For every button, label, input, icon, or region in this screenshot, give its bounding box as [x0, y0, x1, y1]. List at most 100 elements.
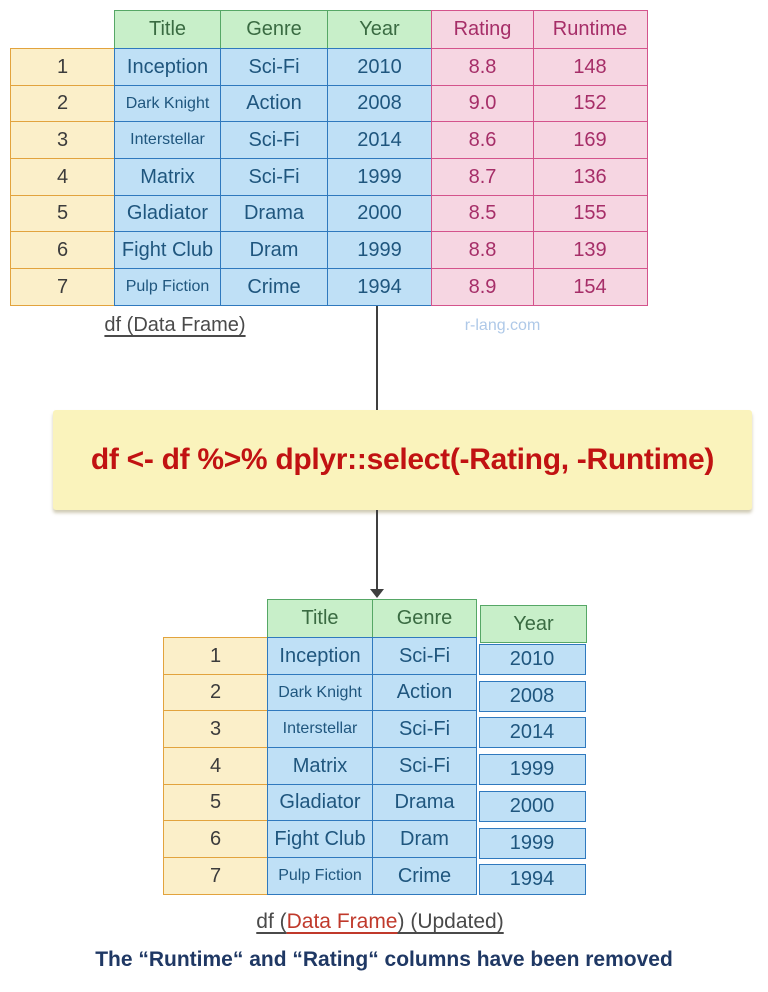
runtime-cell: 136	[532, 158, 648, 197]
genre-cell: Sci-Fi	[372, 637, 477, 676]
header-row: Title Genre	[163, 599, 477, 639]
year-cell: 2008	[478, 680, 586, 712]
title-cell: Dark Knight	[266, 673, 374, 712]
rating-cell: 8.7	[431, 158, 534, 197]
row-number-cell: 6	[163, 820, 268, 859]
genre-cell: Crime	[372, 857, 477, 896]
year-cell: 1994	[326, 268, 433, 307]
row-number-cell: 7	[10, 268, 115, 307]
arrow-line-top	[376, 306, 378, 410]
title-cell: Pulp Fiction	[266, 857, 374, 896]
table-row: 7 Pulp Fiction Crime 1994 8.9 154	[10, 268, 648, 307]
rating-cell: 8.8	[431, 48, 534, 87]
runtime-cell: 155	[532, 194, 648, 233]
table-after-caption-prefix: df (	[256, 910, 287, 933]
title-cell: Pulp Fiction	[113, 268, 222, 307]
table-row: 6 Fight Club Dram 1999 8.8 139	[10, 231, 648, 270]
row-number-cell: 4	[163, 747, 268, 786]
index-header-spacer	[163, 599, 268, 639]
genre-cell: Drama	[220, 194, 328, 233]
title-cell: Inception	[113, 48, 222, 87]
title-cell: Interstellar	[113, 121, 222, 160]
table-row: 1 Inception Sci-Fi 2010 8.8 148	[10, 48, 648, 87]
code-text: df <- df %>% dplyr::select(-Rating, -Run…	[90, 443, 715, 476]
year-cell: 2014	[478, 717, 586, 749]
column-header-year: Year	[326, 10, 433, 50]
table-row: 3 Interstellar Sci-Fi 2014 8.6 169	[10, 121, 648, 160]
title-cell: Fight Club	[266, 820, 374, 859]
column-header-year: Year	[480, 605, 587, 643]
genre-cell: Action	[372, 673, 477, 712]
rating-cell: 8.5	[431, 194, 534, 233]
genre-cell: Dram	[220, 231, 328, 270]
runtime-cell: 139	[532, 231, 648, 270]
title-cell: Gladiator	[266, 783, 374, 822]
year-cell: 1999	[326, 158, 433, 197]
title-cell: Interstellar	[266, 710, 374, 749]
genre-cell: Sci-Fi	[220, 48, 328, 87]
year-cell: 2000	[478, 790, 586, 822]
index-header-spacer	[10, 10, 115, 50]
column-header-title: Title	[113, 10, 222, 50]
rating-cell: 8.8	[431, 231, 534, 270]
arrowhead-icon	[370, 589, 384, 598]
genre-cell: Sci-Fi	[372, 710, 477, 749]
rating-cell: 8.6	[431, 121, 534, 160]
row-number-cell: 2	[10, 84, 115, 123]
table-after-caption: df (Data Frame) (Updated)	[180, 910, 580, 934]
row-number-cell: 6	[10, 231, 115, 270]
column-header-genre: Genre	[220, 10, 328, 50]
year-cell: 2010	[478, 644, 586, 675]
genre-cell: Sci-Fi	[220, 158, 328, 197]
year-cell: 2000	[326, 194, 433, 233]
column-header-title: Title	[266, 599, 374, 639]
row-number-cell: 7	[163, 857, 268, 896]
genre-cell: Dram	[372, 820, 477, 859]
table-row: 2 Dark Knight Action	[163, 673, 477, 712]
row-number-cell: 4	[10, 158, 115, 197]
code-box: df <- df %>% dplyr::select(-Rating, -Run…	[53, 410, 752, 510]
row-number-cell: 2	[163, 673, 268, 712]
table-row: 4 Matrix Sci-Fi 1999 8.7 136	[10, 158, 648, 197]
title-cell: Matrix	[266, 747, 374, 786]
table-row: 3 Interstellar Sci-Fi	[163, 710, 477, 749]
genre-cell: Drama	[372, 783, 477, 822]
table-row: 1 Inception Sci-Fi	[163, 637, 477, 676]
table-row: 7 Pulp Fiction Crime	[163, 857, 477, 896]
title-cell: Gladiator	[113, 194, 222, 233]
year-cell: 1999	[326, 231, 433, 270]
row-number-cell: 5	[10, 194, 115, 233]
rating-cell: 8.9	[431, 268, 534, 307]
column-header-runtime: Runtime	[532, 10, 648, 50]
table-row: 5 Gladiator Drama 2000 8.5 155	[10, 194, 648, 233]
row-number-cell: 1	[163, 637, 268, 676]
runtime-cell: 148	[532, 48, 648, 87]
table-after: Title Genre 1 Inception Sci-Fi 2 Dark Knight Ac…	[163, 599, 477, 896]
title-cell: Dark Knight	[113, 84, 222, 123]
table-after-caption-highlight: Data Frame	[286, 910, 398, 933]
table-after-year-column: Year 2010 2008 2014 1999 2000 1999 1994	[478, 599, 587, 899]
year-cell: 1999	[478, 754, 586, 786]
genre-cell: Crime	[220, 268, 328, 307]
rating-cell: 9.0	[431, 84, 534, 123]
genre-cell: Sci-Fi	[372, 747, 477, 786]
table-row: 5 Gladiator Drama	[163, 783, 477, 822]
year-cell: 1994	[478, 864, 586, 896]
table-before-caption-text: df (Data Frame)	[104, 314, 246, 336]
table-row: 6 Fight Club Dram	[163, 820, 477, 859]
title-cell: Matrix	[113, 158, 222, 197]
table-row: 4 Matrix Sci-Fi	[163, 747, 477, 786]
table-row: 2 Dark Knight Action 2008 9.0 152	[10, 84, 648, 123]
runtime-cell: 154	[532, 268, 648, 307]
row-number-cell: 3	[10, 121, 115, 160]
row-number-cell: 5	[163, 783, 268, 822]
genre-cell: Sci-Fi	[220, 121, 328, 160]
note-text: The “Runtime“ and “Rating“ columns have …	[95, 948, 673, 971]
arrow-line-bottom	[376, 510, 378, 591]
table-before-caption: df (Data Frame)	[40, 314, 310, 337]
table-before: Title Genre Year Rating Runtime 1 Inception Sci…	[10, 10, 648, 307]
year-cell: 2014	[326, 121, 433, 160]
header-row: Title Genre Year Rating Runtime	[10, 10, 648, 50]
title-cell: Inception	[266, 637, 374, 676]
